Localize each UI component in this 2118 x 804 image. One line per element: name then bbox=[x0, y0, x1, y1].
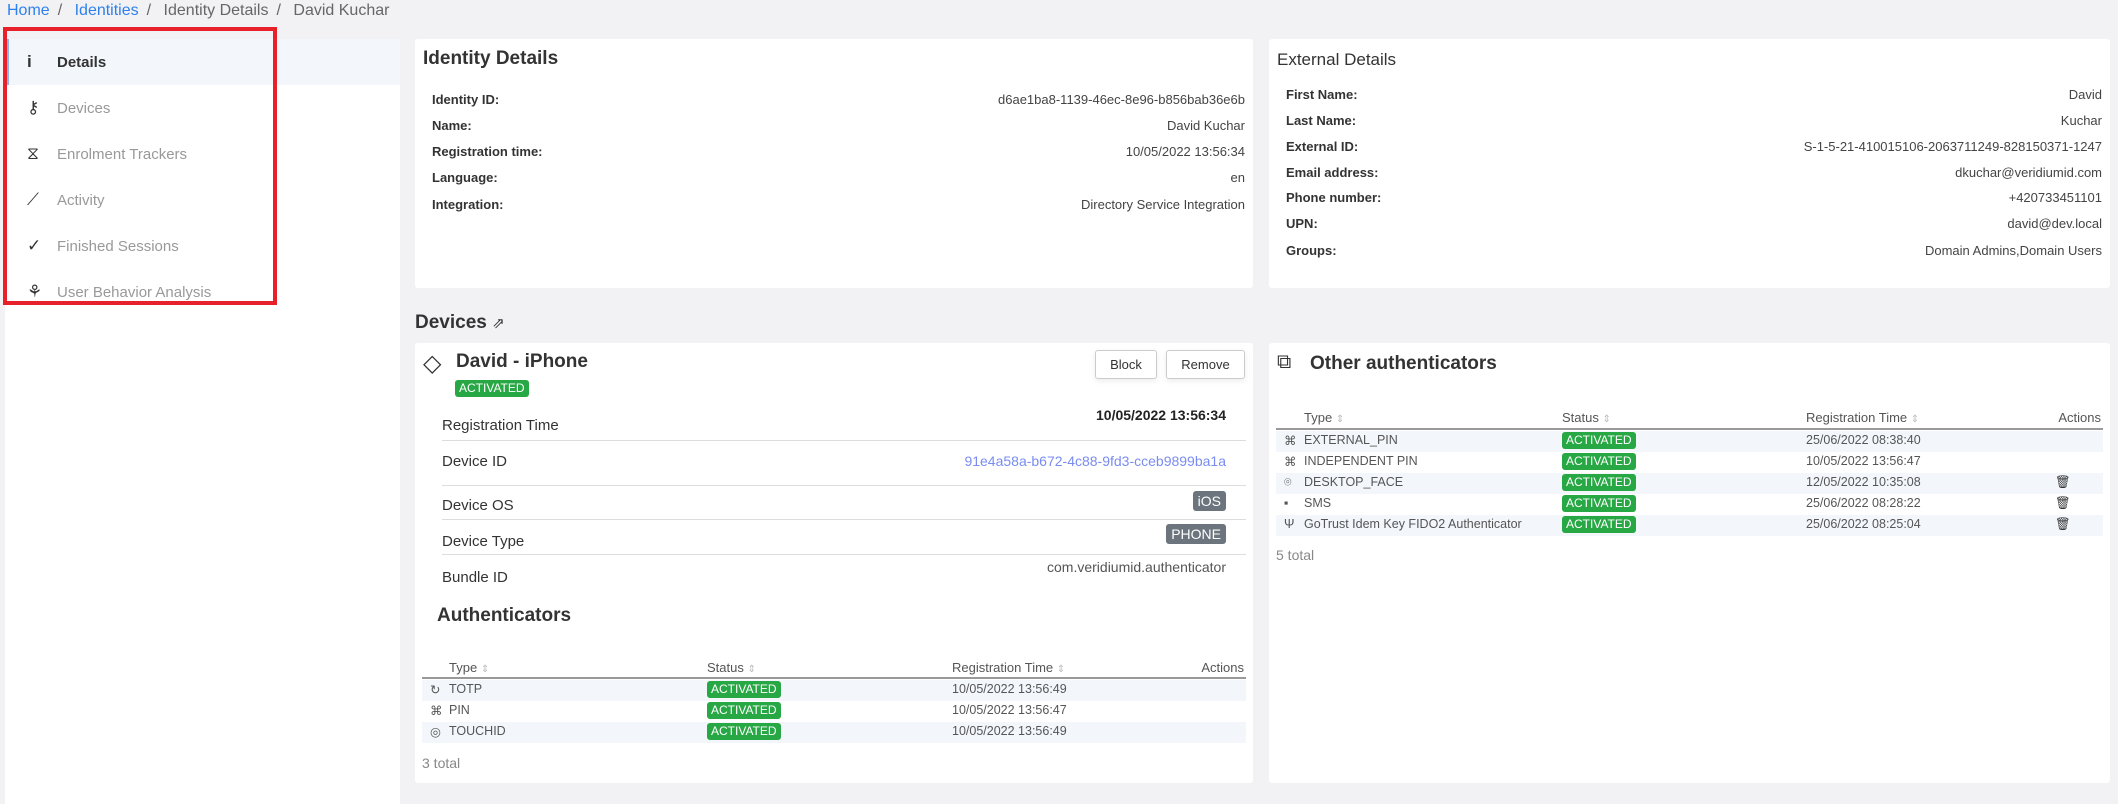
other-row: ⌘ EXTERNAL_PIN ACTIVATED 25/06/2022 08:38:4… bbox=[1276, 431, 2103, 452]
sidebar: i Details ⚷ Devices ⧖ Enrolment Trackers ⟋ A… bbox=[5, 39, 400, 804]
col-registration-time[interactable]: Registration Time ⇕ bbox=[952, 660, 1066, 675]
identity-details-card: Identity Details Identity ID: d6ae1ba8-11… bbox=[415, 39, 1253, 288]
other-row: ▪ SMS ACTIVATED 25/06/2022 08:28:22 🗑 bbox=[1284, 495, 2071, 512]
breadcrumb-home[interactable]: Home bbox=[7, 2, 50, 19]
sidebar-item-label: Enrolment Trackers bbox=[57, 145, 188, 163]
sidebar-item-label: Details bbox=[57, 53, 107, 71]
other-row: ⌾ DESKTOP_FACE ACTIVATED 12/05/2022 10:35:0… bbox=[1276, 473, 2103, 494]
identity-row: Language: en bbox=[432, 170, 1245, 185]
sidebar-item-label: User Behavior Analysis bbox=[57, 283, 212, 301]
clock-refresh-icon: ↻ bbox=[430, 683, 441, 697]
identity-row: Integration: Directory Service Integratio… bbox=[432, 197, 1245, 212]
trash-icon[interactable]: 🗑 bbox=[2055, 517, 2071, 531]
sidebar-item-label: Finished Sessions bbox=[57, 237, 179, 255]
device-row-bundle-id: Bundle ID com.veridiumid.authenticator bbox=[442, 559, 1226, 586]
external-row: Phone number: +420733451101 bbox=[1286, 190, 2102, 205]
breadcrumb-identity-details: Identity Details bbox=[163, 2, 269, 19]
other-table-header: Type ⇕ Status ⇕ Registration Time ⇕ Acti… bbox=[1276, 399, 2103, 430]
identity-row: Registration time: 10/05/2022 13:56:34 bbox=[432, 144, 1245, 159]
external-row: Last Name: Kuchar bbox=[1286, 113, 2102, 128]
device-id-link[interactable]: 91e4a58a-b672-4c88-9fd3-cceb9899ba1a bbox=[964, 453, 1226, 469]
identity-row: Name: David Kuchar bbox=[432, 118, 1245, 133]
devices-icon: ⧉ bbox=[1277, 351, 1292, 373]
sidebar-item-label: Devices bbox=[57, 99, 111, 117]
auth-row: ⌘ PIN ACTIVATED 10/05/2022 13:56:47 bbox=[430, 702, 1067, 719]
external-row: UPN: david@dev.local bbox=[1286, 216, 2102, 231]
other-row: Ψ GoTrust Idem Key FIDO2 Authenticator ACT… bbox=[1276, 515, 2103, 536]
auth-table-header: Type ⇕ Status ⇕ Registration Time ⇕ Acti… bbox=[422, 658, 1246, 679]
external-details-card: External Details First Name: David Last N… bbox=[1269, 39, 2110, 288]
col-type[interactable]: Type ⇕ bbox=[449, 660, 490, 675]
info-icon: i bbox=[27, 52, 32, 71]
device-row-registration-time: Registration Time 10/05/2022 13:56:34 bbox=[442, 405, 1246, 441]
message-icon: ▪ bbox=[1284, 496, 1289, 510]
breadcrumb-current: David Kuchar bbox=[293, 2, 390, 19]
authenticators-title: Authenticators bbox=[437, 605, 572, 626]
sidebar-item-activity[interactable]: ⟋ Activity bbox=[5, 177, 400, 223]
breadcrumb: Home / Identities / Identity Details / Davi… bbox=[7, 2, 390, 19]
other-total: 5 total bbox=[1276, 547, 1315, 563]
col-actions: Actions bbox=[1201, 660, 1244, 675]
identity-row: Identity ID: d6ae1ba8-1139-46ec-8e96-b856… bbox=[432, 92, 1245, 107]
device-row-os: Device OS iOS bbox=[442, 486, 1246, 520]
external-row: First Name: David bbox=[1286, 87, 2102, 102]
pin-icon: ⌘ bbox=[430, 704, 443, 718]
device-status-badge: ACTIVATED bbox=[455, 380, 529, 397]
pin-icon: ⌘ bbox=[1284, 434, 1297, 448]
sidebar-item-label: Activity bbox=[57, 191, 105, 209]
device-row-device-id: Device ID 91e4a58a-b672-4c88-9fd3-cceb989… bbox=[442, 441, 1246, 486]
pin-icon: ⌘ bbox=[1284, 455, 1297, 469]
device-card: ◇ David - iPhone ACTIVATED Block Remove … bbox=[415, 343, 1253, 783]
col-status[interactable]: Status ⇕ bbox=[1562, 410, 1611, 425]
fingerprint-icon: ◎ bbox=[430, 725, 441, 739]
sidebar-item-devices[interactable]: ⚷ Devices bbox=[5, 85, 400, 131]
identity-details-title: Identity Details bbox=[423, 48, 559, 69]
phone-rotate-icon: ◇ bbox=[423, 350, 442, 377]
external-row: Groups: Domain Admins,Domain Users bbox=[1286, 243, 2102, 258]
sidebar-item-enrolment-trackers[interactable]: ⧖ Enrolment Trackers bbox=[5, 131, 400, 177]
sidebar-item-user-behavior-analysis[interactable]: ⚘ User Behavior Analysis bbox=[5, 269, 400, 315]
remove-button[interactable]: Remove bbox=[1166, 350, 1245, 379]
col-actions: Actions bbox=[2058, 410, 2101, 425]
devices-heading: Devices ⇗ bbox=[415, 312, 505, 333]
col-status[interactable]: Status ⇕ bbox=[707, 660, 756, 675]
trash-icon[interactable]: 🗑 bbox=[2055, 475, 2071, 489]
check-icon: ✓ bbox=[27, 236, 42, 255]
breadcrumb-identities[interactable]: Identities bbox=[74, 2, 139, 19]
device-name: David - iPhone bbox=[456, 351, 588, 372]
auth-row: ↻ TOTP ACTIVATED 10/05/2022 13:56:49 bbox=[422, 680, 1246, 701]
external-row: Email address: dkuchar@veridiumid.com bbox=[1286, 165, 2102, 180]
key-icon: ⚷ bbox=[27, 98, 40, 117]
block-button[interactable]: Block bbox=[1095, 350, 1157, 379]
col-registration-time[interactable]: Registration Time ⇕ bbox=[1806, 410, 1920, 425]
chart-line-icon: ⟋ bbox=[27, 190, 39, 209]
other-row: ⌘ INDEPENDENT PIN ACTIVATED 10/05/2022 13:5… bbox=[1284, 453, 1921, 470]
external-details-title: External Details bbox=[1277, 50, 1397, 69]
behavior-icon: ⚘ bbox=[27, 282, 43, 301]
trash-icon[interactable]: 🗑 bbox=[2055, 496, 2071, 510]
external-row: External ID: S-1-5-21-410015106-206371124… bbox=[1286, 139, 2102, 154]
other-authenticators-title: Other authenticators bbox=[1310, 353, 1497, 374]
device-row-type: Device Type PHONE bbox=[442, 520, 1246, 555]
sidebar-item-details[interactable]: i Details bbox=[5, 39, 400, 85]
sidebar-item-finished-sessions[interactable]: ✓ Finished Sessions bbox=[5, 223, 400, 269]
auth-total: 3 total bbox=[422, 755, 461, 771]
other-authenticators-card: ⧉ Other authenticators Type ⇕ Status ⇕ R… bbox=[1269, 343, 2110, 783]
hourglass-icon: ⧖ bbox=[27, 144, 39, 163]
external-link-icon[interactable]: ⇗ bbox=[492, 315, 505, 332]
col-type[interactable]: Type ⇕ bbox=[1304, 410, 1345, 425]
face-scan-icon: ⌾ bbox=[1284, 475, 1292, 489]
usb-icon: Ψ bbox=[1284, 517, 1295, 531]
auth-row: ◎ TOUCHID ACTIVATED 10/05/2022 13:56:49 bbox=[422, 722, 1246, 743]
